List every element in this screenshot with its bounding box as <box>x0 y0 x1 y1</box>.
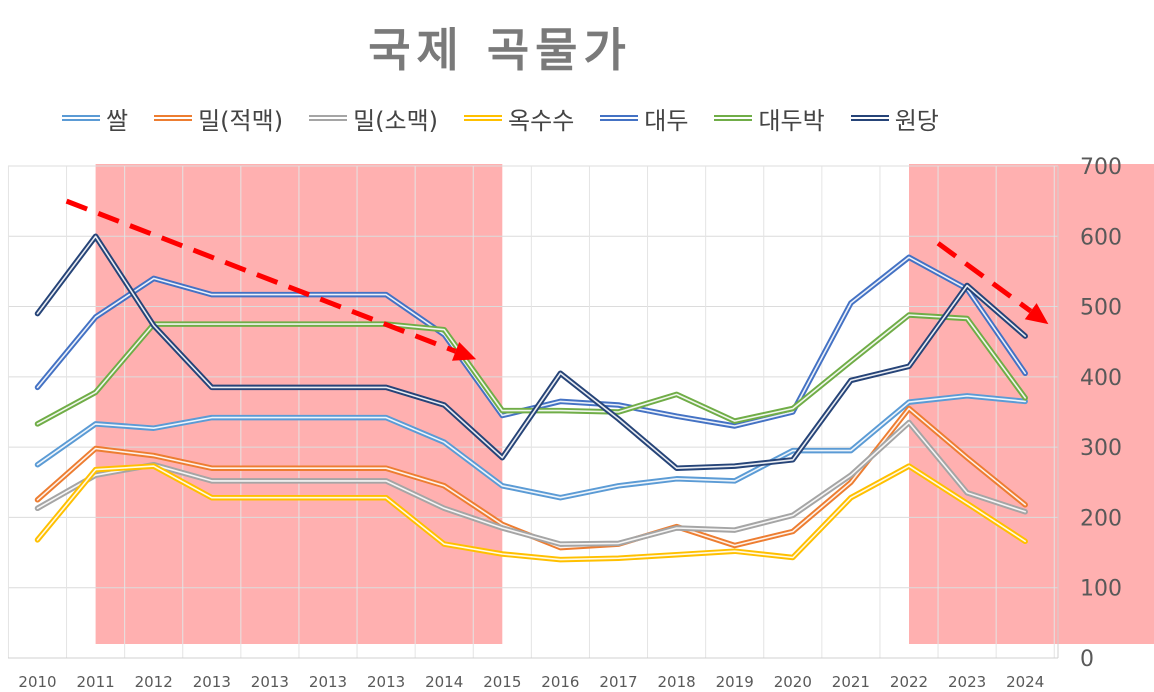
legend-swatch <box>154 115 193 121</box>
y-tick-label: 500 <box>1080 296 1122 321</box>
legend-swatch <box>850 115 889 121</box>
x-tick-label: 2011 <box>77 673 115 691</box>
x-tick-label: 2013 <box>367 673 405 691</box>
legend-label: 대두박 <box>758 106 825 135</box>
y-tick-label: 0 <box>1080 647 1094 672</box>
x-tick-label: 2023 <box>948 673 986 691</box>
legend-label: 밀(적맥) <box>198 106 284 135</box>
legend-item: 대두박 <box>714 101 825 136</box>
legend-swatch <box>62 115 100 121</box>
x-tick-label: 2019 <box>716 673 754 691</box>
legend: 쌀 밀(적맥) 밀(소맥) 옥수수 대두 대두박 원당 <box>62 98 965 138</box>
legend-swatch <box>464 115 503 121</box>
x-tick-label: 2014 <box>425 673 463 691</box>
x-tick-label: 2010 <box>18 673 56 691</box>
x-tick-label: 2015 <box>483 673 521 691</box>
legend-item: 대두 <box>600 101 688 136</box>
y-tick-label: 700 <box>1080 155 1122 180</box>
x-tick-label: 2018 <box>658 673 696 691</box>
legend-item: 밀(적맥) <box>154 101 283 136</box>
legend-label: 원당 <box>894 106 939 135</box>
x-tick-label: 2020 <box>774 673 812 691</box>
legend-label: 대두 <box>644 106 689 135</box>
legend-item: 밀(소맥) <box>309 101 438 136</box>
x-tick-label: 2022 <box>890 673 928 691</box>
x-tick-label: 2013 <box>251 673 289 691</box>
x-axis: 2010 2011 2012 2013 2013 2013 2013 2014 2015 2016… <box>18 673 1044 691</box>
legend-label: 밀(소맥) <box>353 106 439 135</box>
legend-swatch <box>600 115 639 121</box>
y-tick-label: 400 <box>1080 366 1122 391</box>
x-tick-label: 2021 <box>832 673 870 691</box>
x-tick-label: 2017 <box>599 673 637 691</box>
trend-arrow <box>936 241 1049 325</box>
series-line <box>34 233 1028 471</box>
highlight-band <box>909 164 1154 644</box>
y-tick-label: 600 <box>1080 225 1122 250</box>
gridlines <box>7 165 1059 659</box>
y-tick-label: 300 <box>1080 436 1122 461</box>
x-tick-label: 2016 <box>541 673 579 691</box>
series-lines <box>34 233 1028 563</box>
chart-title: 국제 곡물가 <box>368 23 632 77</box>
y-tick-label: 100 <box>1080 577 1122 602</box>
x-tick-label: 2024 <box>1006 673 1044 691</box>
series-line <box>34 312 1028 427</box>
legend-item: 옥수수 <box>464 101 574 136</box>
x-tick-label: 2013 <box>193 673 231 691</box>
legend-item: 원당 <box>850 101 939 136</box>
series-line <box>34 463 1028 563</box>
series-line <box>34 393 1028 501</box>
legend-swatch <box>309 115 348 121</box>
trend-arrows <box>65 198 1049 361</box>
legend-item: 쌀 <box>62 101 128 136</box>
y-tick-label: 200 <box>1080 506 1122 531</box>
legend-label: 옥수수 <box>508 106 575 135</box>
x-tick-label: 2013 <box>309 673 347 691</box>
legend-label: 쌀 <box>106 106 129 135</box>
trend-arrow <box>65 198 477 361</box>
series-line <box>34 419 1028 547</box>
y-axis: 0 100 200 300 400 500 600 700 <box>1080 155 1122 672</box>
legend-swatch <box>714 115 753 121</box>
x-tick-label: 2012 <box>135 673 173 691</box>
